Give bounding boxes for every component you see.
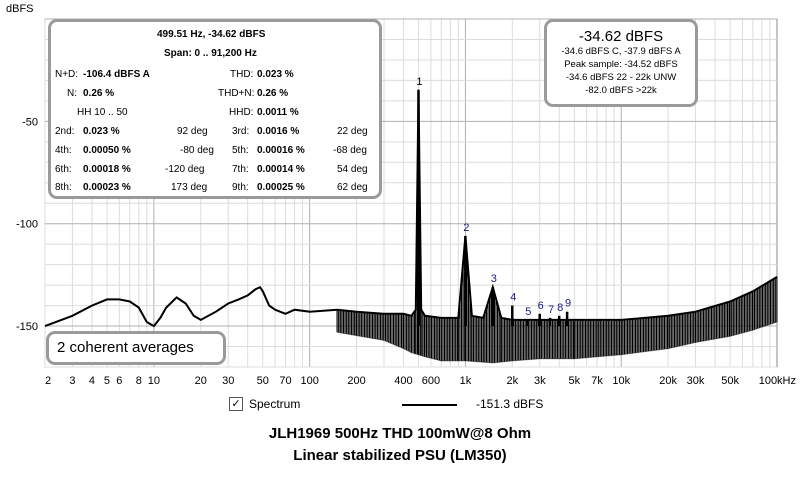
nd-value: -106.4 dBFS A <box>83 69 150 80</box>
peak-label-7: 7 <box>548 304 554 316</box>
legend-series-value: -151.3 dBFS <box>476 397 544 411</box>
level-main-readout: -34.62 dBFS <box>578 28 664 45</box>
level-unweighted: -34.6 dBFS 22 - 22k UNW <box>565 72 677 83</box>
harmonic-5-value: 0.00016 % <box>257 145 305 156</box>
x-tick-label: 1k <box>460 375 472 387</box>
hhd-label: HHD: <box>229 107 254 118</box>
peak-label-5: 5 <box>525 306 531 318</box>
harmonic-2-phase: 92 deg <box>177 126 208 137</box>
harmonic-8-label: 8th: <box>55 182 72 193</box>
spectrum-checkbox[interactable]: ✓ <box>229 397 243 411</box>
caption-line-1: JLH1969 500Hz THD 100mW@8 Ohm <box>268 425 532 442</box>
peak-markers: 1 2 3 456 7 8 9 <box>416 76 571 327</box>
x-tick-label: 5 <box>104 375 110 387</box>
harmonic-9-value: 0.00025 % <box>257 182 305 193</box>
harmonic-3-label: 3rd: <box>232 126 250 137</box>
x-tick-label: 10k <box>612 375 630 387</box>
y-axis-label: dBFS <box>6 3 34 15</box>
level-panel: -34.62 dBFS -34.6 dBFS C, -37.9 dBFS A P… <box>544 19 698 107</box>
harmonic-5-phase: -68 deg <box>333 145 367 156</box>
x-tick-label: 100kHz <box>759 375 796 387</box>
harmonic-9-phase: 62 deg <box>337 182 368 193</box>
averages-badge: 2 coherent averages <box>46 331 226 365</box>
harmonic-7-value: 0.00014 % <box>257 164 305 175</box>
harmonic-3-value: 0.0016 % <box>257 126 300 137</box>
harmonic-4-phase: -80 deg <box>180 145 214 156</box>
peak-label-9: 9 <box>565 298 571 310</box>
level-above-22k: -82.0 dBFS >22k <box>585 85 657 96</box>
x-tick-label: 50 <box>257 375 269 387</box>
y-tick-label: -50 <box>22 116 38 128</box>
noise-floor-line <box>337 321 778 364</box>
x-tick-label: 6 <box>116 375 122 387</box>
level-weighted: -34.6 dBFS C, -37.9 dBFS A <box>561 46 681 57</box>
legend-series-name: Spectrum <box>249 397 301 411</box>
spectrum-line <box>44 89 778 328</box>
x-tick-label: 2 <box>45 375 51 387</box>
harmonic-8-phase: 173 deg <box>171 182 208 193</box>
x-tick-label: 7k <box>591 375 603 387</box>
fundamental-readout: 499.51 Hz, -34.62 dBFS <box>157 29 266 40</box>
thdn-value: 0.26 % <box>257 88 289 99</box>
x-axis: 2 3 4 5 6 8 10 20 30 50 70 100 200 400 600 1k 2k 3k 5k 7k 10… <box>45 375 796 387</box>
level-peak-sample: Peak sample: -34.52 dBFS <box>564 59 678 70</box>
x-tick-label: 10 <box>148 375 160 387</box>
thd-value: 0.023 % <box>257 69 294 80</box>
hhd-value: 0.0011 % <box>257 107 299 118</box>
x-tick-label: 50k <box>721 375 739 387</box>
x-tick-label: 4 <box>89 375 95 387</box>
harmonic-9-label: 9th: <box>232 182 249 193</box>
x-tick-label: 100 <box>300 375 318 387</box>
x-tick-label: 8 <box>136 375 142 387</box>
x-tick-label: 600 <box>422 375 440 387</box>
legend-line-swatch <box>402 404 457 406</box>
harmonic-7-phase: 54 deg <box>337 164 368 175</box>
hh-range-label: HH 10 .. 50 <box>77 107 128 118</box>
legend: ✓ Spectrum -151.3 dBFS <box>0 397 800 413</box>
peak-label-2: 2 <box>463 222 469 234</box>
x-tick-label: 3 <box>69 375 75 387</box>
x-tick-label: 70 <box>279 375 291 387</box>
harmonic-2-value: 0.023 % <box>83 126 120 137</box>
harmonic-5-label: 5th: <box>232 145 249 156</box>
harmonic-6-label: 6th: <box>55 164 72 175</box>
harmonic-8-value: 0.00023 % <box>83 182 131 193</box>
x-tick-label: 30 <box>222 375 234 387</box>
y-axis: -50 -100 -150 <box>16 116 38 333</box>
peak-label-8: 8 <box>557 302 563 314</box>
harmonic-2-label: 2nd: <box>55 126 75 137</box>
x-tick-label: 200 <box>347 375 365 387</box>
harmonic-6-value: 0.00018 % <box>83 164 131 175</box>
harmonic-6-phase: -120 deg <box>165 164 205 175</box>
peak-label-4: 4 <box>510 292 516 304</box>
caption-line-2: Linear stabilized PSU (LM350) <box>293 447 507 464</box>
x-tick-label: 20k <box>659 375 677 387</box>
x-tick-label: 400 <box>394 375 412 387</box>
y-tick-label: -150 <box>16 321 38 333</box>
thdn-label: THD+N: <box>218 88 255 99</box>
span-readout: Span: 0 .. 91,200 Hz <box>164 48 257 59</box>
y-tick-label: -100 <box>16 219 38 231</box>
peak-label-1: 1 <box>416 76 422 88</box>
series-group <box>44 89 778 364</box>
x-tick-label: 30k <box>687 375 705 387</box>
harmonic-7-label: 7th: <box>232 164 249 175</box>
x-tick-label: 20 <box>195 375 207 387</box>
x-tick-label: 2k <box>507 375 519 387</box>
n-label: N: <box>67 88 77 99</box>
x-tick-label: 5k <box>569 375 581 387</box>
x-tick-label: 3k <box>534 375 546 387</box>
harmonic-4-value: 0.00050 % <box>83 145 131 156</box>
n-value: 0.26 % <box>83 88 115 99</box>
harmonic-4-label: 4th: <box>55 145 72 156</box>
peak-label-6: 6 <box>538 300 544 312</box>
thd-label: THD: <box>230 69 254 80</box>
peak-label-3: 3 <box>491 273 497 285</box>
harmonic-3-phase: 22 deg <box>337 126 368 137</box>
measurement-panel: 499.51 Hz, -34.62 dBFS Span: 0 .. 91,200… <box>48 19 382 199</box>
nd-label: N+D: <box>55 69 79 80</box>
